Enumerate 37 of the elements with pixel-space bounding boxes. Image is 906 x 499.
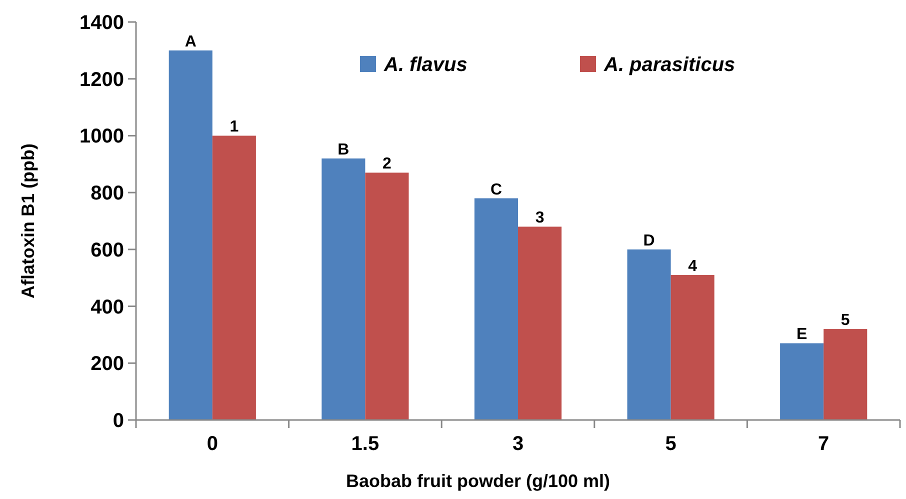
annotation: B (338, 141, 350, 158)
y-tick-label: 800 (90, 182, 124, 205)
bar (168, 50, 212, 420)
annotation: 2 (382, 156, 392, 173)
bar (518, 226, 562, 420)
bar (474, 198, 518, 420)
bar (212, 136, 256, 420)
bar (365, 172, 409, 420)
annotation: A (184, 33, 197, 50)
x-axis-title: Baobab fruit powder (g/100 ml) (346, 471, 610, 491)
annotation: 5 (840, 312, 850, 330)
bar (824, 329, 868, 420)
annotation: D (643, 232, 655, 250)
bar (627, 249, 671, 420)
y-tick-label: 600 (90, 239, 124, 262)
x-tick-label: 0 (206, 433, 218, 455)
annotation: 3 (535, 210, 544, 227)
annotation: 4 (688, 258, 698, 276)
legend-label: A. flavus (383, 54, 468, 76)
y-tick-label: 200 (90, 353, 124, 376)
x-tick-label: 5 (665, 433, 676, 455)
y-tick-label: 400 (90, 296, 124, 318)
bar (322, 158, 366, 420)
y-axis-title: Aflatoxin B1 (ppb) (18, 144, 38, 298)
x-tick-label: 3 (512, 433, 524, 455)
y-tick-label: 1200 (80, 68, 124, 91)
annotation: 1 (230, 118, 239, 136)
annotation: C (490, 181, 502, 198)
y-tick-label: 0 (112, 410, 124, 432)
y-tick-label: 1400 (80, 12, 124, 34)
x-tick-label: 7 (818, 433, 830, 455)
bar (780, 343, 824, 420)
bar (670, 275, 714, 420)
y-tick-label: 1000 (80, 126, 124, 148)
x-tick-label: 1.5 (351, 433, 380, 455)
annotation: E (796, 326, 808, 344)
legend-label: A. parasiticus (603, 54, 736, 76)
